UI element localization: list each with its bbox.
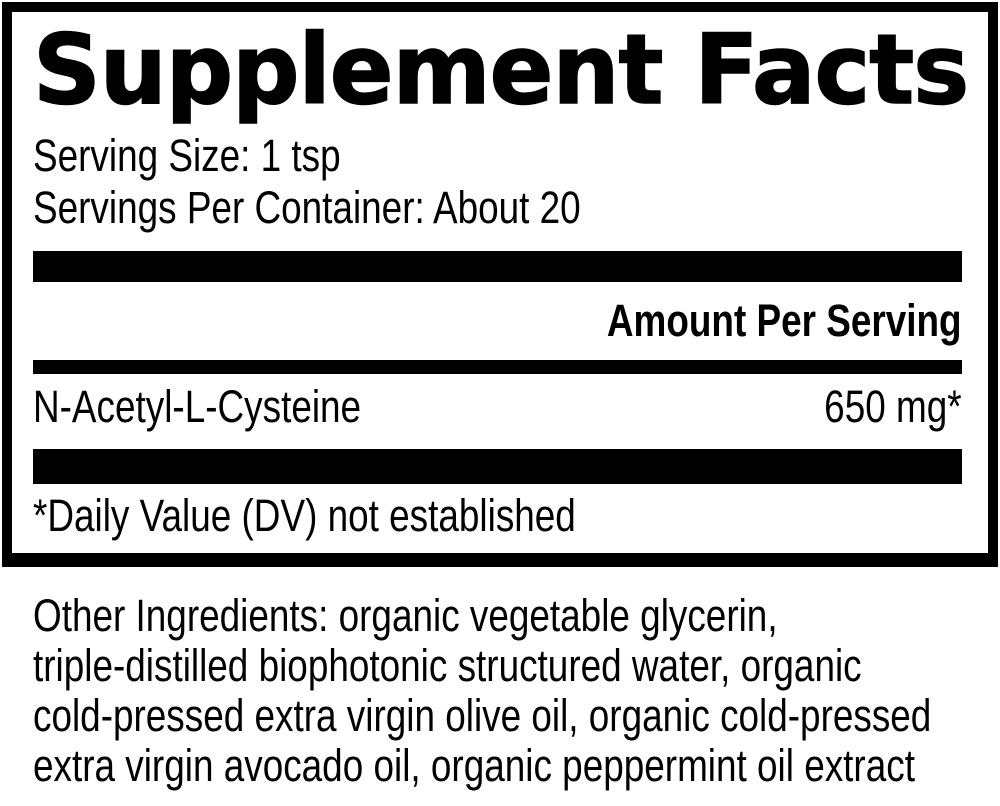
ingredient-row: N-Acetyl-L-Cysteine 650 mg* [33,381,962,433]
other-ingredients-line: Other Ingredients: organic vegetable gly… [33,591,1000,641]
panel-title: Supplement Facts [32,14,970,126]
other-ingredients-line-2-text: triple-distilled biophotonic structured … [33,640,862,691]
other-ingredients-line: cold-pressed extra virgin olive oil, org… [33,691,1000,741]
servings-per-container-line: Servings Per Container: About 20 [33,182,962,234]
amount-per-serving-header: Amount Per Serving [33,295,962,347]
serving-info: Serving Size: 1 tsp Servings Per Contain… [33,130,962,234]
other-ingredients-line-3-text: cold-pressed extra virgin olive oil, org… [33,690,932,741]
ingredient-amount: 650 mg* [824,381,962,432]
other-ingredients-line-4-text: extra virgin avocado oil, organic pepper… [33,740,915,791]
serving-size-line: Serving Size: 1 tsp [33,130,962,182]
panel-content: Supplement Facts Serving Size: 1 tsp Ser… [12,14,988,553]
panel-title-text: Supplement Facts [32,14,970,126]
ingredient-name: N-Acetyl-L-Cysteine [33,381,362,432]
daily-value-footnote-text: *Daily Value (DV) not established [33,490,576,541]
servings-per-container-text: Servings Per Container: About 20 [33,182,581,233]
supplement-facts-panel: Supplement Facts Serving Size: 1 tsp Ser… [2,2,998,567]
thick-divider-top [33,251,962,282]
other-ingredients-line-1-text: Other Ingredients: organic vegetable gly… [33,590,778,641]
serving-size-text: Serving Size: 1 tsp [33,130,341,181]
thick-divider-bottom [33,449,962,484]
amount-per-serving-text: Amount Per Serving [607,295,962,346]
other-ingredients-paragraph: Other Ingredients: organic vegetable gly… [33,591,1000,791]
other-ingredients-line: extra virgin avocado oil, organic pepper… [33,741,1000,791]
other-ingredients-line: triple-distilled biophotonic structured … [33,641,1000,691]
daily-value-footnote: *Daily Value (DV) not established [33,490,962,542]
thin-divider [33,360,962,374]
